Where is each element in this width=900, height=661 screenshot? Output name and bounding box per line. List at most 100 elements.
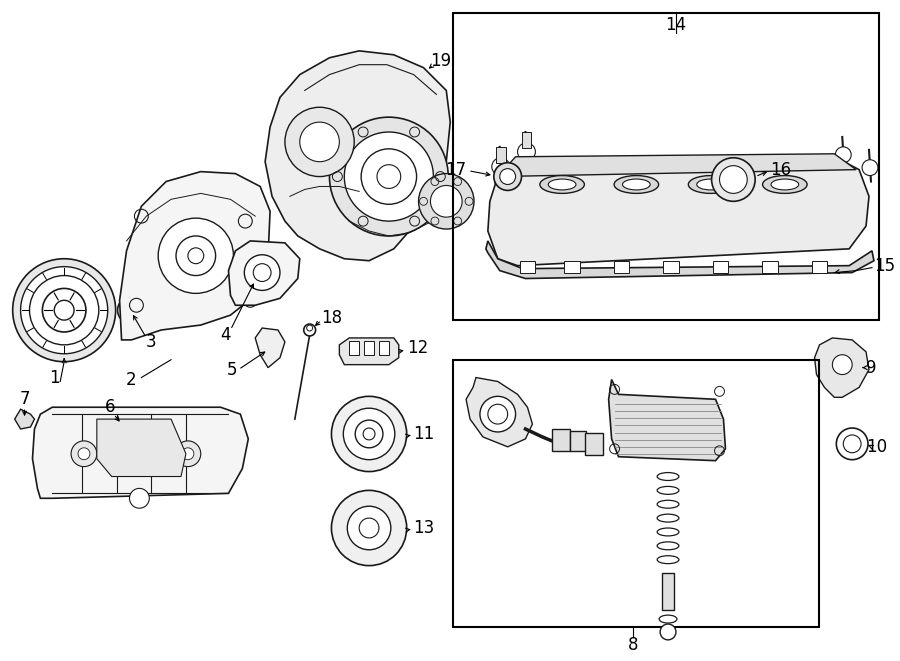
Bar — [585, 433, 603, 455]
Circle shape — [660, 624, 676, 640]
Circle shape — [361, 149, 417, 204]
Ellipse shape — [762, 176, 807, 194]
Circle shape — [345, 132, 434, 221]
Text: 18: 18 — [321, 309, 343, 327]
Circle shape — [520, 161, 533, 173]
Bar — [662, 572, 674, 610]
Text: 16: 16 — [770, 161, 791, 178]
Text: 3: 3 — [146, 333, 157, 351]
Circle shape — [148, 447, 159, 459]
Circle shape — [430, 186, 462, 217]
Bar — [564, 260, 580, 272]
Circle shape — [285, 107, 355, 176]
Circle shape — [347, 506, 391, 550]
Polygon shape — [32, 407, 248, 498]
Circle shape — [518, 143, 536, 161]
Text: 10: 10 — [866, 438, 887, 456]
Ellipse shape — [540, 176, 584, 194]
Bar — [812, 260, 827, 272]
Ellipse shape — [697, 179, 724, 190]
Bar — [570, 431, 586, 451]
Polygon shape — [466, 377, 533, 447]
Bar — [349, 341, 359, 355]
Circle shape — [21, 266, 108, 354]
Circle shape — [847, 196, 863, 212]
Bar — [496, 147, 506, 163]
Circle shape — [140, 441, 166, 467]
Circle shape — [188, 248, 203, 264]
Circle shape — [30, 276, 99, 345]
Circle shape — [835, 147, 851, 163]
Text: 7: 7 — [19, 390, 30, 408]
Circle shape — [112, 447, 124, 459]
Circle shape — [491, 158, 509, 176]
Ellipse shape — [548, 179, 576, 190]
Bar — [364, 341, 374, 355]
Circle shape — [495, 176, 507, 188]
Polygon shape — [229, 241, 300, 305]
Polygon shape — [14, 409, 34, 429]
Circle shape — [363, 428, 375, 440]
Text: 17: 17 — [445, 161, 466, 178]
Circle shape — [418, 174, 474, 229]
Text: 13: 13 — [414, 519, 435, 537]
Circle shape — [494, 163, 521, 190]
Circle shape — [175, 441, 201, 467]
Text: 19: 19 — [430, 52, 452, 69]
Text: 14: 14 — [665, 16, 687, 34]
Circle shape — [331, 490, 407, 566]
Circle shape — [331, 397, 407, 471]
Circle shape — [124, 303, 139, 317]
Bar — [614, 260, 629, 272]
Text: 8: 8 — [628, 636, 639, 654]
Text: 6: 6 — [104, 398, 115, 416]
Circle shape — [329, 117, 448, 236]
Circle shape — [130, 488, 149, 508]
Circle shape — [176, 236, 216, 276]
Circle shape — [253, 264, 271, 282]
Circle shape — [712, 158, 755, 202]
Text: 9: 9 — [866, 359, 877, 377]
Ellipse shape — [771, 179, 798, 190]
Circle shape — [307, 325, 312, 331]
Polygon shape — [486, 241, 874, 278]
Circle shape — [862, 160, 878, 176]
Ellipse shape — [688, 176, 733, 194]
Bar — [663, 260, 679, 272]
Circle shape — [480, 397, 516, 432]
Text: 5: 5 — [227, 361, 238, 379]
Bar — [454, 360, 820, 627]
Bar — [553, 429, 570, 451]
Bar — [521, 132, 531, 148]
Circle shape — [105, 441, 131, 467]
Circle shape — [42, 288, 86, 332]
Circle shape — [118, 296, 145, 324]
Polygon shape — [814, 338, 869, 397]
Text: 15: 15 — [874, 256, 896, 275]
Polygon shape — [498, 154, 856, 176]
Bar — [519, 260, 536, 272]
Circle shape — [343, 408, 395, 459]
Text: 4: 4 — [220, 326, 230, 344]
Circle shape — [356, 420, 382, 447]
Circle shape — [832, 355, 852, 375]
Circle shape — [500, 169, 516, 184]
Circle shape — [300, 122, 339, 162]
Circle shape — [377, 165, 400, 188]
Text: 1: 1 — [49, 369, 59, 387]
Polygon shape — [488, 157, 869, 266]
Text: 2: 2 — [126, 371, 137, 389]
Polygon shape — [120, 172, 270, 340]
Polygon shape — [97, 419, 186, 477]
Polygon shape — [256, 328, 285, 368]
Circle shape — [488, 405, 508, 424]
Circle shape — [13, 258, 115, 362]
Circle shape — [359, 518, 379, 538]
Bar — [454, 13, 879, 320]
Circle shape — [182, 447, 194, 459]
Circle shape — [78, 447, 90, 459]
Circle shape — [158, 218, 233, 293]
Ellipse shape — [623, 179, 650, 190]
Ellipse shape — [614, 176, 659, 194]
Bar — [762, 260, 778, 272]
